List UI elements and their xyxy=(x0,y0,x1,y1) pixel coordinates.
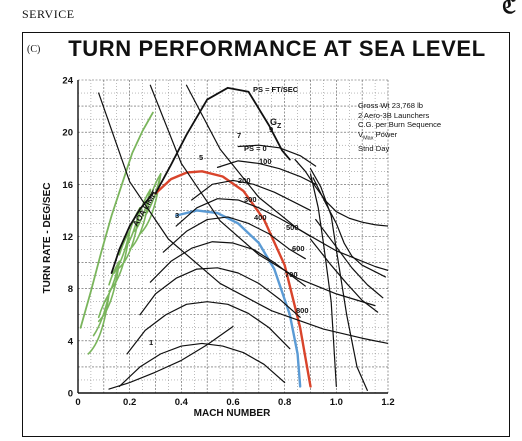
x-tick-label: 0.4 xyxy=(175,397,189,408)
x-tick-label: 0 xyxy=(75,397,80,408)
ps-label-300: 300 xyxy=(244,195,257,204)
y-tick-label: 20 xyxy=(62,128,73,139)
ps-label-600: 600 xyxy=(292,244,305,253)
g-label-3: 3 xyxy=(175,211,179,220)
g-label-1: 1 xyxy=(149,338,153,347)
chart-frame xyxy=(22,32,510,437)
aoa-hatch-stroke xyxy=(139,173,162,235)
y-tick-label: 0 xyxy=(68,389,73,400)
note-std-day: Stnd Day xyxy=(358,143,390,153)
series-line-3 xyxy=(154,86,291,195)
aoa-hatch-stroke xyxy=(108,230,131,293)
x-axis-label: MACH NUMBER xyxy=(194,408,271,419)
series-line-15 xyxy=(149,84,376,307)
y-tick-label: 8 xyxy=(68,284,73,295)
series-line-7 xyxy=(191,179,312,212)
series-line-12 xyxy=(126,301,291,355)
chart-title: TURN PERFORMANCE AT SEA LEVEL xyxy=(68,36,486,61)
series-line-5 xyxy=(237,144,317,167)
y-tick-label: 24 xyxy=(62,76,73,87)
note-launchers: 2 Aero-3B Launchers xyxy=(358,110,430,120)
ps-label-400: 400 xyxy=(254,213,267,222)
aoa-hatch-stroke xyxy=(118,207,141,269)
x-tick-label: 0.8 xyxy=(278,397,291,408)
y-tick-label: 16 xyxy=(62,180,73,191)
gz-letter: G xyxy=(270,117,277,127)
g-label-9: 9 xyxy=(269,125,273,134)
series-line-20 xyxy=(312,177,387,278)
ps-label-0: PS = 0 xyxy=(244,144,267,153)
aoa-hatch-boundary xyxy=(79,111,154,329)
g-label-5: 5 xyxy=(199,153,203,162)
series-line-14 xyxy=(98,92,388,345)
x-tick-label: 1.2 xyxy=(381,397,394,408)
aoa-limit-label: AOA LIMIT xyxy=(131,189,160,229)
section-label: SERVICE xyxy=(22,7,75,21)
series-line-22 xyxy=(309,238,379,313)
y-tick-label: 12 xyxy=(62,232,73,243)
note-gross-weight: Gross Wt 23,768 lb xyxy=(358,101,423,110)
ps-label-800: 800 xyxy=(296,306,309,315)
x-tick-label: 1.0 xyxy=(330,397,343,408)
series-line-4 xyxy=(294,158,388,227)
y-tick-label: 4 xyxy=(68,336,74,347)
series-line-13 xyxy=(118,342,286,388)
ps-label-700: 700 xyxy=(285,270,298,279)
ps-label-500: 500 xyxy=(286,223,299,232)
series-line-10 xyxy=(149,241,306,287)
ps-label-200: 200 xyxy=(238,176,251,185)
ps-header-annotation: PS = FT/SEC xyxy=(253,85,299,94)
series-line-21 xyxy=(315,218,384,299)
g-label-7: 7 xyxy=(237,131,241,140)
x-tick-label: 0.2 xyxy=(123,397,136,408)
chart-axes xyxy=(77,80,388,394)
ps-label-100: 100 xyxy=(259,157,272,166)
series-line-6 xyxy=(216,160,317,185)
note-power: VMax Power xyxy=(358,130,441,144)
series-line-0 xyxy=(154,170,312,388)
tick-labels: 0 0.2 0.4 0.6 0.8 1.0 1.2 0 4 8 12 16 20 24 xyxy=(62,76,394,409)
note-v: V xyxy=(358,129,364,139)
series-line-16 xyxy=(185,84,388,272)
gz-label: GZ xyxy=(270,117,282,130)
series-line-9 xyxy=(162,216,306,260)
aoa-hatch-stroke xyxy=(87,293,110,355)
aoa-limit-hatching xyxy=(79,111,162,355)
note-max: Max xyxy=(363,135,374,142)
gz-subscript: Z xyxy=(277,123,282,130)
series-line-18 xyxy=(309,168,368,391)
series-line-11 xyxy=(139,267,301,318)
series-line-1 xyxy=(174,209,302,388)
note-power-word: Power xyxy=(373,129,398,139)
series-line-19 xyxy=(309,173,337,388)
conditions-notes: Gross Wt 23,768 lb 2 Aero-3B Launchers C… xyxy=(358,101,441,153)
aoa-hatch-stroke xyxy=(97,260,121,323)
classification-mark: (C) xyxy=(27,44,41,55)
corner-mark: ℭ xyxy=(502,0,517,18)
note-cg: C.G. per Burn Sequence xyxy=(358,120,442,130)
y-axis-label: TURN RATE - DEG/SEC xyxy=(42,183,53,294)
series-line-17 xyxy=(108,325,234,390)
chart-curves xyxy=(98,84,388,391)
x-tick-label: 0.6 xyxy=(226,397,239,408)
